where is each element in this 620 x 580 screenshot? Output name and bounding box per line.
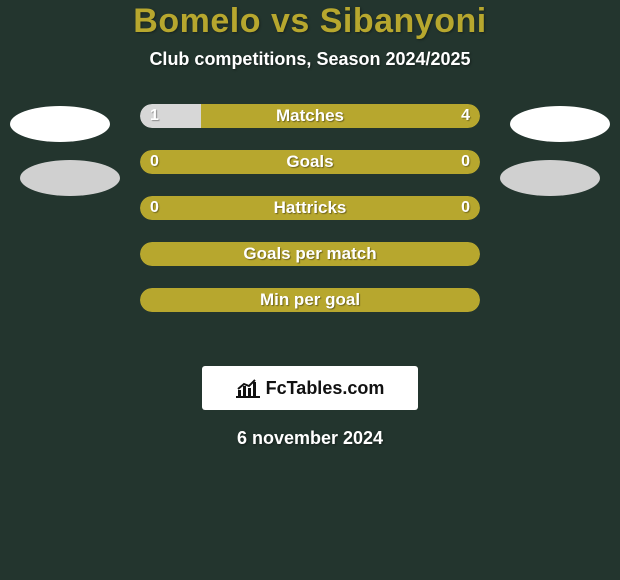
title-vs: vs (271, 2, 310, 40)
stat-bar-label: Min per goal (140, 288, 480, 312)
date-line: 6 november 2024 (0, 428, 620, 449)
content: Bomelo vs Sibanyoni Club competitions, S… (0, 0, 620, 449)
barchart-icon (236, 378, 260, 398)
stat-bar-left-value: 0 (140, 196, 169, 220)
stat-bar-row: Hattricks0 0 (140, 196, 480, 220)
stat-bar-row: Goals per match (140, 242, 480, 266)
stat-bar-row: Min per goal (140, 288, 480, 312)
stat-bar-right-value: 0 (451, 150, 480, 174)
stat-bar-label: Goals (140, 150, 480, 174)
stat-bar-right-value: 0 (451, 196, 480, 220)
stat-bar-left-value: 0 (140, 150, 169, 174)
avatar-right-club (510, 106, 610, 142)
source-logo: FcTables.com (236, 378, 385, 399)
avatar-left-player (20, 160, 120, 196)
avatar-right-player (500, 160, 600, 196)
stat-bar-row: Goals0 0 (140, 150, 480, 174)
title-player-left: Bomelo (133, 2, 261, 40)
source-logo-box: FcTables.com (202, 366, 418, 410)
avatar-left-club (10, 106, 110, 142)
stat-bars: Matches14Goals00Hattricks00Goals per mat… (140, 104, 480, 312)
stat-bar-left-value: 1 (140, 104, 169, 128)
comparison-region: Matches14Goals00Hattricks00Goals per mat… (0, 104, 620, 344)
stat-bar-right-value: 4 (451, 104, 480, 128)
page-title: Bomelo vs Sibanyoni (0, 2, 620, 41)
stat-bar-label: Matches (140, 104, 480, 128)
title-player-right: Sibanyoni (320, 2, 487, 40)
stat-bar-label: Goals per match (140, 242, 480, 266)
source-logo-text: FcTables.com (266, 378, 385, 399)
subtitle: Club competitions, Season 2024/2025 (0, 49, 620, 70)
stat-bar-row: Matches1 4 (140, 104, 480, 128)
stat-bar-label: Hattricks (140, 196, 480, 220)
